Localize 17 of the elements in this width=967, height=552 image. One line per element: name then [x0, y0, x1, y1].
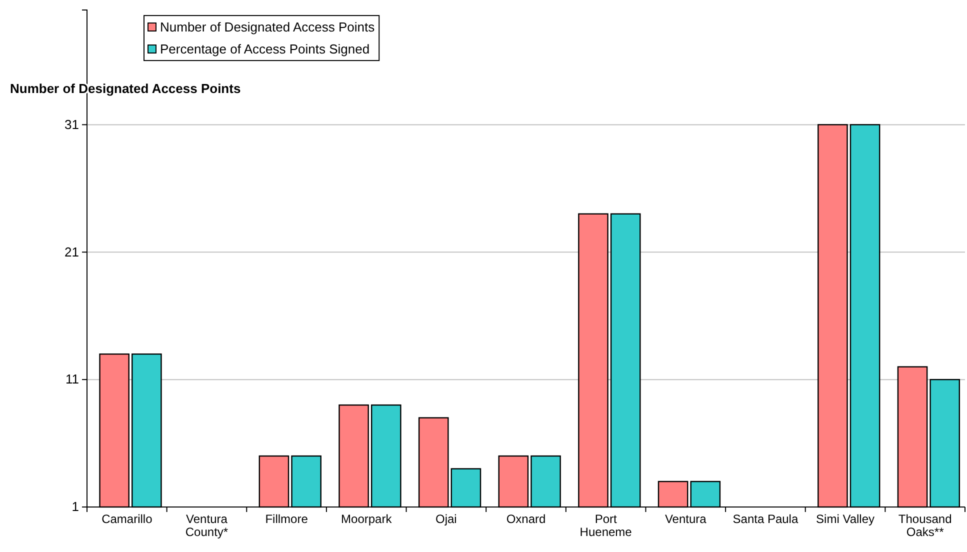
y-tick-label: 31	[64, 116, 79, 132]
x-tick-label: Moorpark	[341, 512, 393, 526]
x-tick-label: Thousand Oaks**	[898, 512, 952, 540]
x-tick-label: Oxnard	[506, 512, 546, 526]
x-tick-label: Ojai	[436, 512, 457, 526]
x-tick-label: Fillmore	[265, 512, 308, 526]
x-tick-label: Camarillo	[102, 512, 153, 526]
y-tick-label: 11	[66, 372, 79, 387]
x-tick-label: Ventura	[664, 512, 707, 526]
legend-label: Percentage of Access Points Signed	[160, 42, 370, 57]
x-tick-label: Simi Valley	[816, 512, 875, 526]
y-tick-label: 21	[64, 244, 79, 260]
y-tick-label: 1	[72, 499, 79, 514]
x-tick-label: Port Hueneme	[580, 512, 632, 540]
legend-label: Number of Designated Access Points	[160, 20, 376, 35]
x-tick-label: Ventura County*	[185, 512, 228, 540]
x-tick-label: Santa Paula	[732, 512, 798, 526]
